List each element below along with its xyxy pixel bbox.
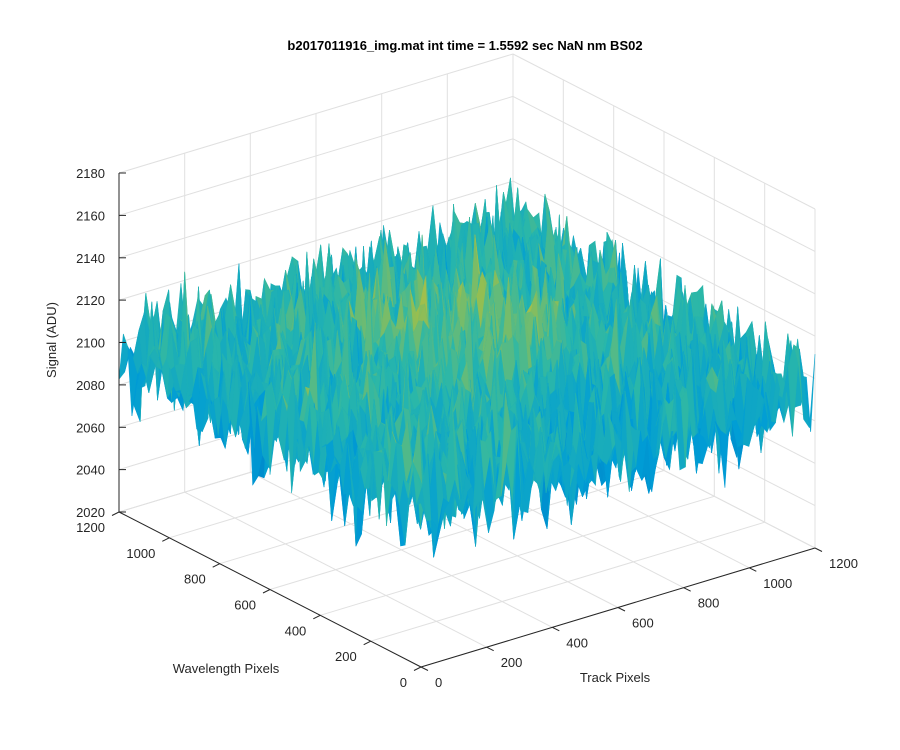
y-tick-label: 1200 — [76, 520, 105, 535]
y-tick — [162, 537, 170, 542]
y-tick-label: 400 — [285, 623, 307, 638]
x-tick-label: 200 — [501, 655, 523, 670]
y-tick — [313, 614, 321, 620]
y-tick-label: 600 — [234, 598, 256, 613]
x-tick — [617, 607, 626, 612]
y-tick-label: 200 — [335, 649, 357, 664]
x-tick — [420, 666, 429, 671]
x-tick-label: 800 — [698, 596, 720, 611]
grid-line — [370, 521, 765, 642]
z-tick-label: 2060 — [76, 420, 105, 435]
grid-line — [512, 53, 816, 210]
tick-layer: 0 200 400 600 800 1000 1200 0 200 400 600 800 1000 12… — [76, 166, 858, 690]
y-tick-label: 0 — [400, 675, 407, 690]
x-tick-label: 0 — [435, 675, 442, 690]
x-tick — [552, 626, 560, 632]
y-tick-label: 1000 — [126, 546, 155, 561]
y-tick — [212, 563, 220, 568]
z-tick-label: 2140 — [76, 251, 105, 266]
x-tick — [814, 547, 823, 552]
x-tick-label: 1000 — [763, 576, 792, 591]
surface-patch — [118, 333, 130, 381]
y-tick — [413, 666, 422, 671]
surface-patch — [804, 354, 816, 432]
grid-line — [512, 95, 816, 252]
grid-line — [118, 53, 514, 174]
y-tick — [262, 589, 271, 594]
grid-line — [118, 95, 514, 216]
z-tick-label: 2100 — [76, 336, 105, 351]
y-tick — [111, 511, 120, 516]
z-tick-label: 2160 — [76, 208, 105, 223]
grid-line — [269, 470, 665, 590]
x-tick — [486, 646, 494, 652]
y-tick — [363, 640, 371, 646]
x-tick-label: 600 — [632, 616, 654, 631]
x-tick — [683, 587, 691, 592]
x-tick — [749, 567, 757, 572]
grid-line — [118, 138, 514, 259]
x-tick-label: 400 — [566, 635, 588, 650]
y-tick-label: 800 — [184, 572, 206, 587]
z-tick-label: 2080 — [76, 378, 105, 393]
z-tick-label: 2040 — [76, 463, 105, 478]
z-tick-label: 2120 — [76, 293, 105, 308]
grid-line — [320, 495, 715, 616]
grid-line — [512, 138, 816, 295]
z-tick-label: 2020 — [76, 505, 105, 520]
surface-layer — [118, 177, 816, 558]
grid-line — [512, 180, 816, 337]
x-tick-label: 1200 — [829, 556, 858, 571]
